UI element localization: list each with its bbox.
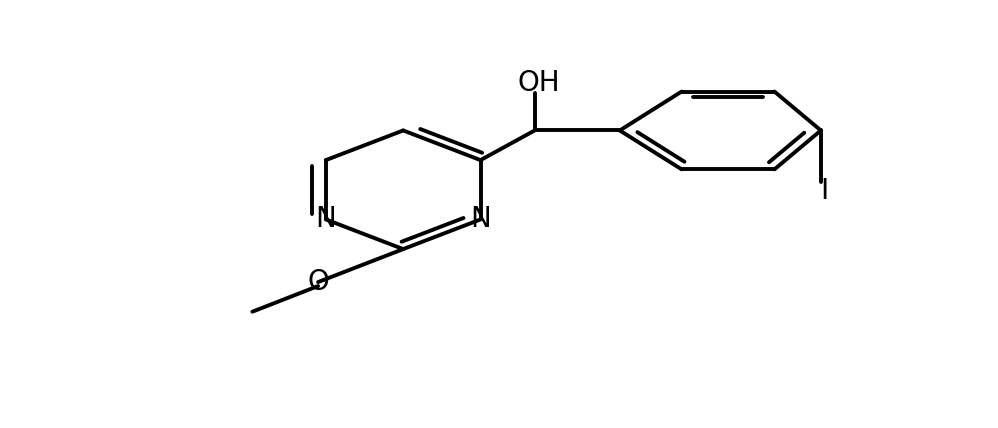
- Text: OH: OH: [517, 68, 560, 97]
- Text: N: N: [315, 205, 336, 233]
- Text: N: N: [470, 205, 491, 233]
- Text: I: I: [820, 178, 829, 205]
- Text: O: O: [307, 268, 329, 296]
